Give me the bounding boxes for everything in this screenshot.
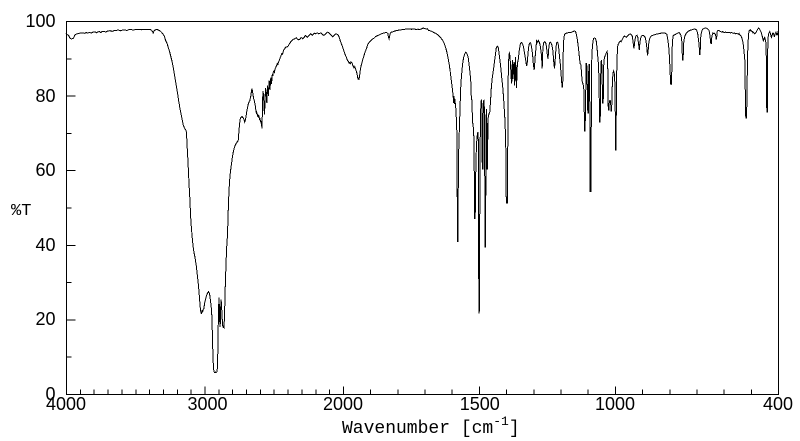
svg-text:400: 400 xyxy=(763,394,793,414)
svg-text:1000: 1000 xyxy=(595,394,635,414)
svg-text:80: 80 xyxy=(35,86,55,106)
svg-text:2000: 2000 xyxy=(323,394,363,414)
svg-text:60: 60 xyxy=(35,160,55,180)
svg-text:Wavenumber [cm-1]: Wavenumber [cm-1] xyxy=(342,414,520,439)
svg-text:0: 0 xyxy=(45,384,55,404)
svg-text:3000: 3000 xyxy=(187,394,227,414)
svg-text:4000: 4000 xyxy=(46,394,86,414)
svg-text:1500: 1500 xyxy=(460,394,500,414)
svg-text:100: 100 xyxy=(25,11,55,31)
svg-text:40: 40 xyxy=(35,235,55,255)
svg-text:20: 20 xyxy=(35,309,55,329)
svg-text:%T: %T xyxy=(11,202,31,221)
